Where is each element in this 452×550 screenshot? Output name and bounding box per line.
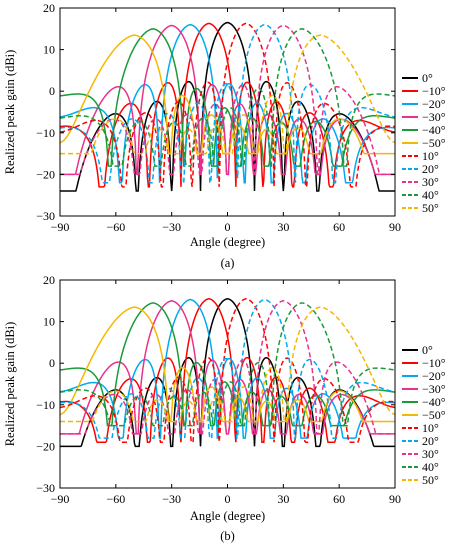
legend-label-8: 30° xyxy=(422,447,439,461)
series-line-2 xyxy=(60,23,395,184)
x-tick-label: 60 xyxy=(333,220,345,234)
legend-label-0: 0° xyxy=(422,343,433,357)
legend: 0°−10°−20°−30°−40°−50°10°20°30°40°50° xyxy=(402,71,446,215)
x-tick-label: −90 xyxy=(51,492,70,506)
legend-label-10: 50° xyxy=(422,473,439,487)
panel-caption: (a) xyxy=(221,256,235,270)
y-tick-label: 20 xyxy=(43,1,55,15)
y-tick-label: −20 xyxy=(36,167,55,181)
series-group xyxy=(60,21,395,192)
series-line-10 xyxy=(60,34,395,155)
y-tick-label: −30 xyxy=(36,481,55,495)
panel-a: −90 −60 −30 0 30 60 90 −30 −20 −10 0 10 20 Angle (deg… xyxy=(3,1,446,270)
x-tick-label: −60 xyxy=(106,220,125,234)
legend-label-0: 0° xyxy=(422,71,433,85)
legend-label-10: 50° xyxy=(422,201,439,215)
y-tick-label: 20 xyxy=(43,273,55,287)
legend-label-2: −20° xyxy=(422,97,446,111)
y-axis-label: Realized peak gain (dBi) xyxy=(3,322,17,447)
x-tick-label: −60 xyxy=(106,492,125,506)
x-tick-label: 90 xyxy=(389,220,401,234)
series-line-9 xyxy=(60,302,395,427)
y-tick-label: 10 xyxy=(43,43,55,57)
series-line-1 xyxy=(60,22,395,188)
y-tick-label: 0 xyxy=(49,356,55,370)
plot-frame xyxy=(59,7,396,217)
legend-label-4: −40° xyxy=(422,123,446,137)
x-tick-label: 60 xyxy=(333,492,345,506)
legend-label-5: −50° xyxy=(422,136,446,150)
legend-label-6: 10° xyxy=(422,149,439,163)
y-tick-label: 0 xyxy=(49,84,55,98)
legend-label-2: −20° xyxy=(422,369,446,383)
x-tick-label: 90 xyxy=(389,492,401,506)
series-group xyxy=(60,297,395,448)
x-tick-label: 0 xyxy=(225,492,231,506)
legend-label-5: −50° xyxy=(422,408,446,422)
x-tick-label: −90 xyxy=(51,220,70,234)
series-line-7 xyxy=(60,298,395,439)
series-line-5 xyxy=(60,306,395,423)
legend-label-4: −40° xyxy=(422,395,446,409)
legend-label-9: 40° xyxy=(422,460,439,474)
legend-label-6: 10° xyxy=(422,421,439,435)
x-tick-label: −30 xyxy=(162,492,181,506)
x-tick-label: −30 xyxy=(162,220,181,234)
x-tick-label: 30 xyxy=(277,220,289,234)
series-line-5 xyxy=(60,34,395,155)
x-tick-label: 30 xyxy=(277,492,289,506)
x-axis-label: Angle (degree) xyxy=(190,509,265,523)
y-tick-label: −30 xyxy=(36,209,55,223)
series-line-6 xyxy=(60,297,395,443)
y-tick-label: −20 xyxy=(36,439,55,453)
series-line-6 xyxy=(60,22,395,188)
series-line-10 xyxy=(60,306,395,423)
legend-label-9: 40° xyxy=(422,188,439,202)
legend-label-7: 20° xyxy=(422,162,439,176)
legend: 0°−10°−20°−30°−40°−50°10°20°30°40°50° xyxy=(402,343,446,487)
x-tick-label: 0 xyxy=(225,220,231,234)
series-line-3 xyxy=(60,300,395,435)
y-tick-label: 10 xyxy=(43,315,55,329)
legend-label-3: −30° xyxy=(422,382,446,396)
series-line-8 xyxy=(60,300,395,435)
y-tick-label: −10 xyxy=(36,126,55,140)
panel-caption: (b) xyxy=(220,529,235,543)
panel-b: −90 −60 −30 0 30 60 90 −30 −20 −10 0 10 20 Angle (deg… xyxy=(3,273,446,543)
y-axis-label: Realized peak gain (dBi) xyxy=(3,50,17,175)
legend-label-3: −30° xyxy=(422,110,446,124)
series-line-7 xyxy=(60,23,395,184)
legend-label-1: −10° xyxy=(422,84,446,98)
series-line-4 xyxy=(60,302,395,427)
x-axis-label: Angle (degree) xyxy=(190,235,265,249)
legend-label-1: −10° xyxy=(422,356,446,370)
y-tick-label: −10 xyxy=(36,398,55,412)
legend-label-7: 20° xyxy=(422,434,439,448)
legend-label-8: 30° xyxy=(422,175,439,189)
series-line-9 xyxy=(60,28,395,167)
